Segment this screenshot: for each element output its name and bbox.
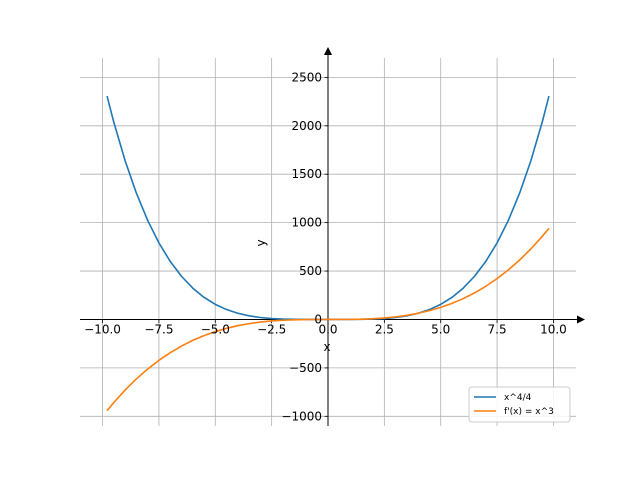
series-line-2 <box>106 227 550 412</box>
x-tick-label: 2.5 <box>375 322 394 336</box>
x-tick-label: 7.5 <box>488 322 507 336</box>
series-group <box>106 95 550 412</box>
legend-box <box>468 386 571 423</box>
legend-label-2: f'(x) = x^3 <box>504 407 554 417</box>
x-tick-label: −7.5 <box>144 322 173 336</box>
x-axis-arrow <box>577 315 585 324</box>
y-tick-label: 1500 <box>291 167 322 181</box>
x-tick-label: −2.5 <box>257 322 286 336</box>
y-axis-arrow <box>324 47 332 55</box>
legend: x^4/4 f'(x) = x^3 <box>468 386 571 423</box>
y-tick-label: 1000 <box>291 216 322 230</box>
y-axis-label: y <box>254 239 268 246</box>
x-tick-label: 5.0 <box>431 322 450 336</box>
tick-labels: −10.0 −7.5 −5.0 −2.5 0.0 2.5 5.0 7.5 10.0 −1000 −5… <box>84 70 567 423</box>
x-tick-label: −10.0 <box>84 322 121 336</box>
x-tick-label: −5.0 <box>201 322 230 336</box>
x-tick-label: 0.0 <box>318 322 337 336</box>
y-tick-label: −1000 <box>281 409 322 423</box>
y-tick-label: 500 <box>299 264 322 278</box>
y-tick-label: −500 <box>289 361 322 375</box>
y-tick-label: 2500 <box>291 70 322 84</box>
x-axis-label: x <box>323 340 330 354</box>
x-tick-label: 10.0 <box>540 322 567 336</box>
y-tick-label: 2000 <box>291 119 322 133</box>
legend-label-1: x^4/4 <box>504 393 532 403</box>
y-tick-label: 0 <box>314 312 322 326</box>
